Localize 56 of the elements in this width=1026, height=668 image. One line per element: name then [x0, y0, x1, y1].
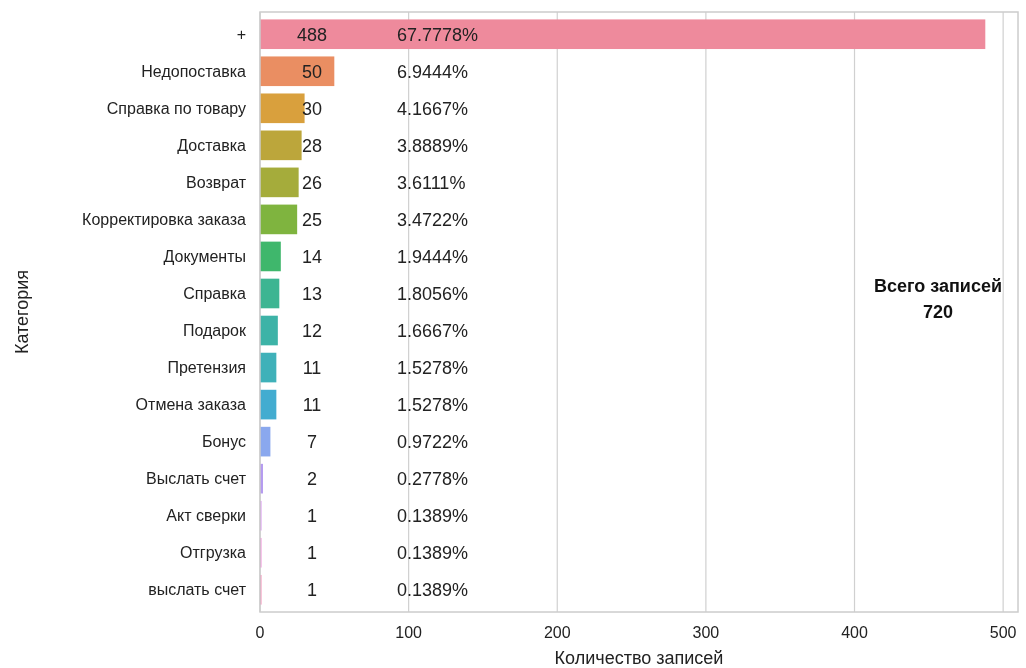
annotation: 1.6667%	[397, 320, 469, 341]
data-label: 2	[306, 468, 318, 489]
y-tick-label: Претензия	[167, 359, 246, 377]
y-tick-label: Справка по товару	[106, 99, 246, 117]
annotation: 0.1389%	[397, 580, 469, 601]
data-label: 12	[301, 320, 323, 341]
annotation: 1.8056%	[397, 283, 469, 304]
x-tick-label: 300	[692, 624, 720, 641]
y-tick-label: Отмена заказа	[135, 396, 247, 414]
y-tick-label: Справка	[183, 285, 247, 303]
data-label: 14	[301, 246, 323, 267]
annotation: 0.1389%	[397, 506, 469, 526]
y-tick-label: Корректировка заказа	[82, 211, 247, 229]
y-tick-label: Документы	[163, 248, 246, 266]
y-tick-label: Акт сверки	[166, 507, 246, 525]
annotation: 1.5278%	[397, 357, 469, 378]
data-label: 50	[301, 61, 323, 82]
y-tick-label: Подарок	[182, 322, 247, 340]
data-label: 488	[296, 24, 328, 45]
annotation: 6.9444%	[397, 61, 469, 82]
y-tick-label: Недопоставка	[141, 62, 247, 80]
annotation: 0.9722%	[397, 431, 469, 452]
data-label: 11	[302, 394, 322, 415]
x-tick-label: 400	[841, 624, 868, 641]
data-label: 28	[301, 135, 323, 156]
y-tick-label: Возврат	[186, 173, 247, 191]
data-label: 11	[302, 357, 322, 378]
annotation: 67.7778%	[397, 24, 479, 45]
x-axis-title: Количество записей	[554, 648, 724, 668]
y-tick-label: выслать счет	[148, 581, 247, 599]
annotation: 1.5278%	[397, 394, 469, 415]
annotation: 3.8889%	[397, 135, 469, 156]
y-axis-title: Категория	[12, 269, 32, 355]
annotation: 1.9444%	[397, 246, 469, 267]
x-tick-label: 0	[255, 624, 265, 641]
annotation: 0.2778%	[397, 468, 469, 489]
y-tick-label: Бонус	[201, 433, 246, 451]
y-tick-label: Выслать счет	[145, 470, 247, 488]
data-label: 1	[306, 580, 318, 601]
annotation: 3.4722%	[397, 209, 469, 230]
data-label: 1	[306, 506, 318, 526]
x-tick-label: 100	[395, 624, 423, 641]
data-label: 13	[301, 283, 323, 304]
y-tick-label: +	[236, 25, 246, 43]
y-tick-label: Доставка	[177, 136, 247, 154]
y-tick-label: Отгрузка	[180, 544, 247, 562]
x-tick-label: 500	[989, 624, 1017, 641]
annotation: Всего записей 720	[873, 276, 1003, 322]
annotation: 0.1389%	[397, 543, 469, 564]
x-tick-label: 200	[543, 624, 571, 641]
data-label: 26	[301, 172, 323, 193]
annotation: 4.1667%	[397, 98, 469, 119]
data-label: 1	[306, 543, 318, 564]
data-label: 7	[306, 431, 318, 452]
annotation: 3.6111%	[397, 172, 466, 193]
data-label: 25	[301, 209, 323, 230]
